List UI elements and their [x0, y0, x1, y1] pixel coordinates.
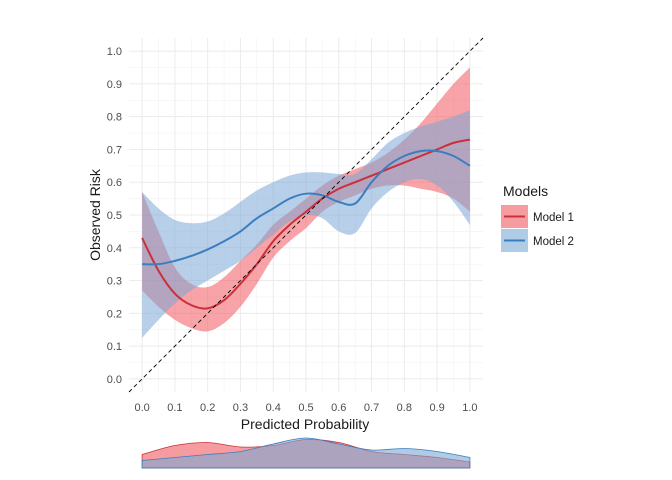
legend: Models Model 1 Model 2: [501, 183, 574, 252]
y-tick-label: 0.3: [107, 276, 122, 288]
y-tick-label: 0.1: [107, 341, 122, 353]
x-axis-title: Predicted Probability: [241, 416, 369, 432]
y-tick-label: 0.4: [107, 243, 122, 255]
x-tick-label: 0.5: [298, 402, 313, 414]
x-tick-label: 0.9: [429, 402, 444, 414]
y-tick-label: 0.7: [107, 144, 122, 156]
x-tick-label: 0.1: [167, 402, 182, 414]
x-tick-labels: 0.0 0.1 0.2 0.3 0.4 0.5 0.6 0.7 0.8 0.9 1.0: [134, 402, 477, 414]
x-tick-label: 0.8: [397, 402, 412, 414]
y-tick-label: 0.2: [107, 308, 122, 320]
x-tick-label: 0.2: [200, 402, 215, 414]
y-tick-label: 0.9: [107, 79, 122, 91]
x-tick-label: 0.3: [233, 402, 248, 414]
x-tick-label: 1.0: [462, 402, 477, 414]
legend-title: Models: [503, 183, 548, 199]
prediction-density-strip: [141, 437, 471, 469]
y-tick-label: 0.5: [107, 210, 122, 222]
y-tick-label: 0.0: [107, 374, 122, 386]
x-tick-label: 0.7: [364, 402, 379, 414]
x-tick-label: 0.4: [266, 402, 281, 414]
y-tick-label: 0.8: [107, 112, 122, 124]
calibration-line-model-2: [142, 149, 471, 266]
calibration-line-model-1: [141, 138, 471, 310]
x-tick-label: 0.0: [134, 402, 149, 414]
legend-label-model-1: Model 1: [533, 212, 574, 224]
y-tick-label: 0.6: [107, 177, 122, 189]
y-axis-title: Observed Risk: [87, 168, 103, 261]
legend-label-model-2: Model 2: [533, 236, 574, 248]
series-lines: [141, 138, 471, 310]
density-model-2: [141, 437, 471, 469]
y-tick-labels: 0.0 0.1 0.2 0.3 0.4 0.5 0.6 0.7 0.8 0.9 1.0: [107, 46, 122, 386]
x-tick-label: 0.6: [331, 402, 346, 414]
y-tick-label: 1.0: [107, 46, 122, 58]
